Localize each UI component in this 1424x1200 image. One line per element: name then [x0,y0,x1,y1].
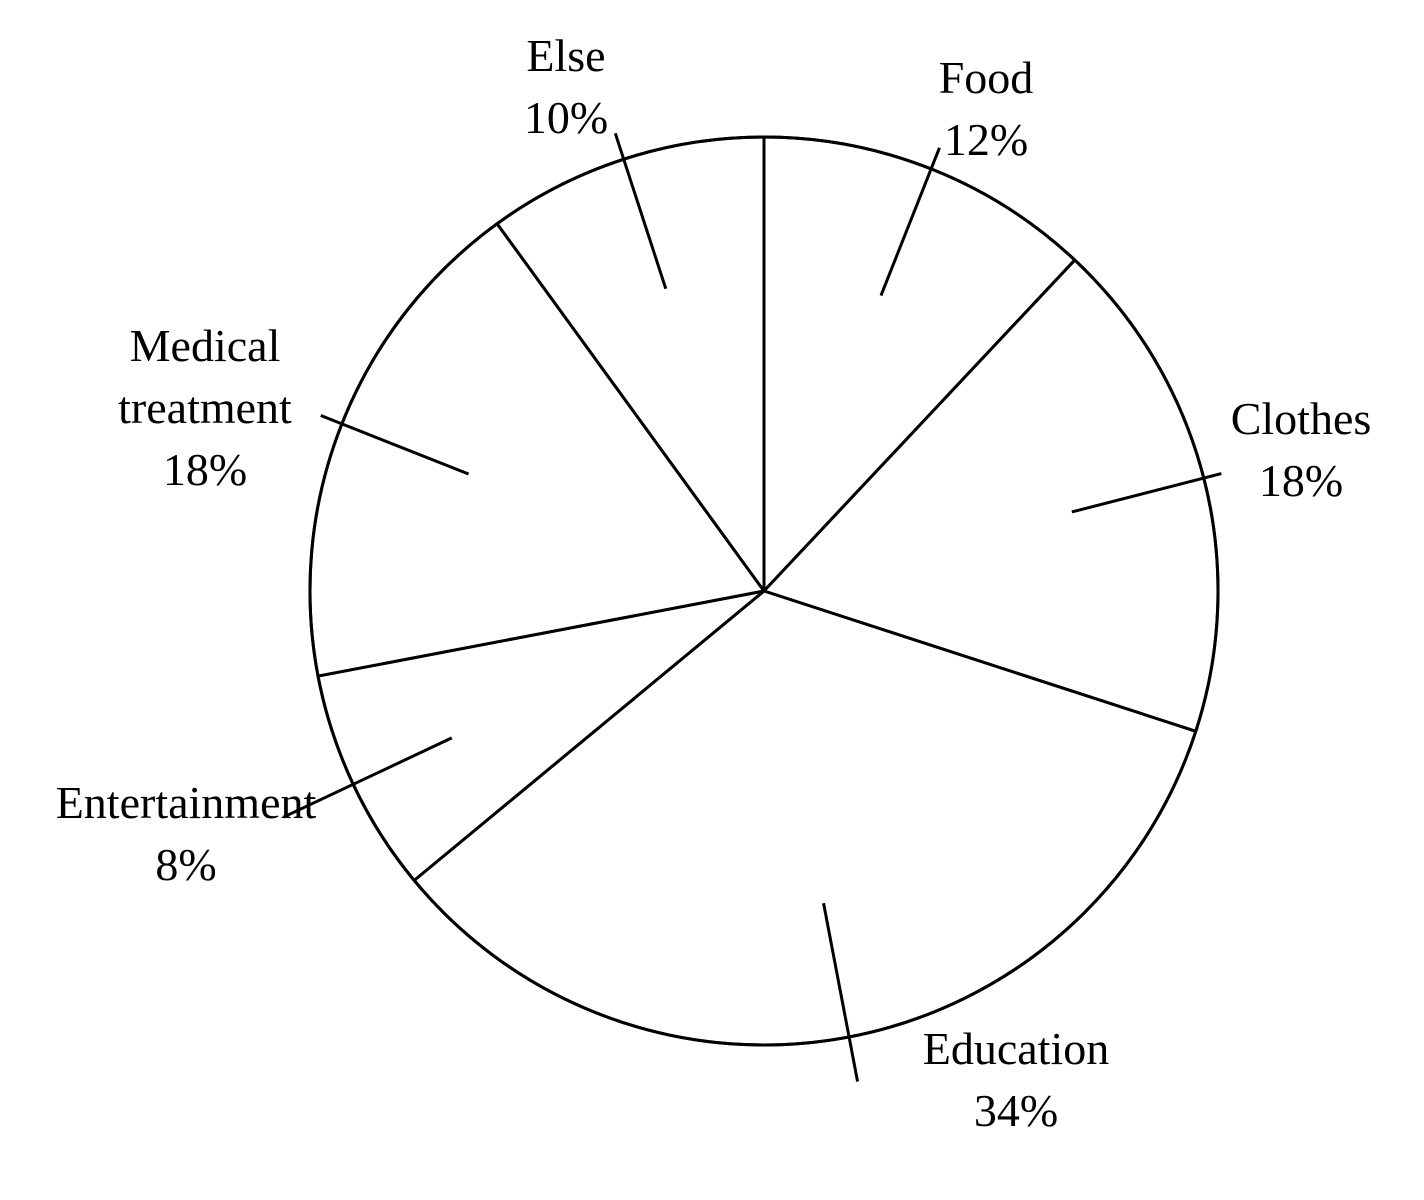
leader-lines [282,132,1222,1082]
slice-name-medical-line-2: treatment [118,382,292,433]
slice-value-else: 10% [523,92,609,143]
leader-line-clothes [1071,472,1222,514]
pie-outline [308,135,1220,1047]
slice-label-food: Food 12% [886,47,1086,171]
slice-label-medical-treatment: Medical treatment 18% [80,315,330,501]
slice-name-food: Food [938,52,1034,103]
slice-name-medical-line-1: Medical [129,320,281,371]
leader-line-entertainment [282,736,453,819]
slice-value-education: 34% [973,1085,1059,1136]
leader-line-food [879,147,941,297]
slice-label-else: Else 10% [466,25,666,149]
slice-name-education: Education [922,1023,1110,1074]
slice-name-entertainment: Entertainment [55,777,317,828]
slice-name-else: Else [526,30,606,81]
slice-value-entertainment: 8% [155,839,217,890]
slice-label-education: Education 34% [896,1018,1136,1142]
slice-value-medical: 18% [162,444,248,495]
pie-slices [308,135,1220,1047]
leader-line-education [822,902,860,1082]
slice-label-clothes: Clothes 18% [1196,388,1406,512]
slice-value-clothes: 18% [1258,455,1344,506]
leader-line-medical-treatment [320,414,470,476]
slice-label-entertainment: Entertainment 8% [36,772,336,896]
slice-name-clothes: Clothes [1230,393,1372,444]
slice-value-food: 12% [943,114,1029,165]
